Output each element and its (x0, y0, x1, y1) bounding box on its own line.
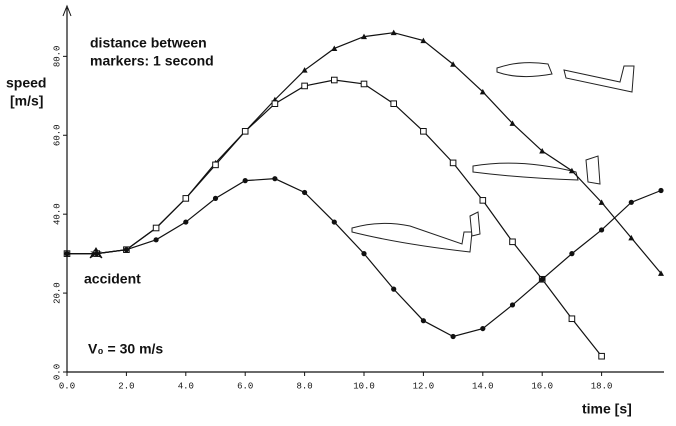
marker (479, 197, 487, 204)
marker (242, 178, 248, 184)
marker (272, 176, 278, 182)
marker (271, 100, 279, 107)
marker (331, 219, 337, 225)
series-line (67, 178, 662, 338)
x-tick-label: 16.0 (531, 381, 553, 391)
marker (123, 247, 129, 253)
marker (360, 80, 368, 88)
marker (64, 251, 70, 257)
marker (568, 315, 576, 323)
marker (450, 61, 457, 67)
marker (361, 33, 367, 40)
x-tick-label: 2.0 (118, 381, 134, 391)
marker (598, 199, 605, 205)
marker (390, 29, 397, 36)
marker (301, 67, 308, 73)
marker (241, 128, 249, 135)
marker (539, 276, 545, 282)
x-tick-label: 18.0 (591, 381, 613, 391)
marker (361, 251, 367, 257)
marker (628, 234, 635, 241)
y-tick-label: 40.0 (52, 203, 62, 225)
marker (420, 128, 427, 135)
marker (509, 302, 516, 308)
y-axis-label: [m/s] (10, 93, 43, 109)
marker (599, 227, 605, 233)
marker (391, 286, 397, 292)
marker (420, 318, 426, 324)
marker (183, 219, 189, 225)
x-tick-label: 10.0 (353, 381, 375, 391)
marker (658, 187, 664, 194)
y-tick-label: 80.0 (52, 46, 62, 68)
marker (658, 270, 664, 276)
x-axis-label: time [s] (582, 401, 632, 417)
y-axis-arrow (62, 4, 72, 17)
marker (568, 167, 575, 174)
glider-intact (496, 62, 635, 93)
x-tick-label: 8.0 (296, 381, 312, 391)
marker (301, 82, 308, 90)
marker (331, 76, 338, 84)
glider-broken-tail (472, 155, 601, 185)
x-tick-label: 6.0 (237, 381, 253, 391)
x-tick-label: 14.0 (472, 381, 494, 391)
series-line (67, 79, 603, 357)
marker (153, 237, 159, 243)
marker (539, 148, 546, 154)
marker (479, 88, 486, 95)
x-tick-label: 12.0 (413, 381, 435, 391)
y-tick-label: 0.0 (52, 364, 62, 380)
marker (212, 195, 219, 201)
y-tick-label: 60.0 (52, 124, 62, 146)
marker (509, 120, 516, 126)
marker (569, 251, 575, 257)
marker (212, 161, 219, 169)
marker (182, 195, 190, 202)
marker (331, 45, 338, 51)
annotation: markers: 1 second (90, 53, 214, 69)
marker (628, 199, 634, 205)
annotation: accident (84, 271, 141, 287)
x-tick-label: 4.0 (178, 381, 194, 391)
glider-falling (351, 211, 481, 253)
marker (152, 224, 160, 232)
marker (450, 333, 456, 340)
y-axis-label: speed (6, 75, 46, 91)
marker (480, 325, 486, 332)
marker (598, 352, 605, 360)
marker (420, 37, 427, 44)
annotation: distance between (90, 35, 207, 51)
marker (449, 159, 457, 167)
x-tick-label: 0.0 (59, 381, 75, 391)
marker (94, 251, 100, 257)
marker (509, 238, 516, 246)
marker (302, 189, 308, 196)
marker (390, 100, 397, 107)
annotation: V₀ = 30 m/s (88, 341, 163, 357)
y-tick-label: 20.0 (52, 282, 62, 304)
